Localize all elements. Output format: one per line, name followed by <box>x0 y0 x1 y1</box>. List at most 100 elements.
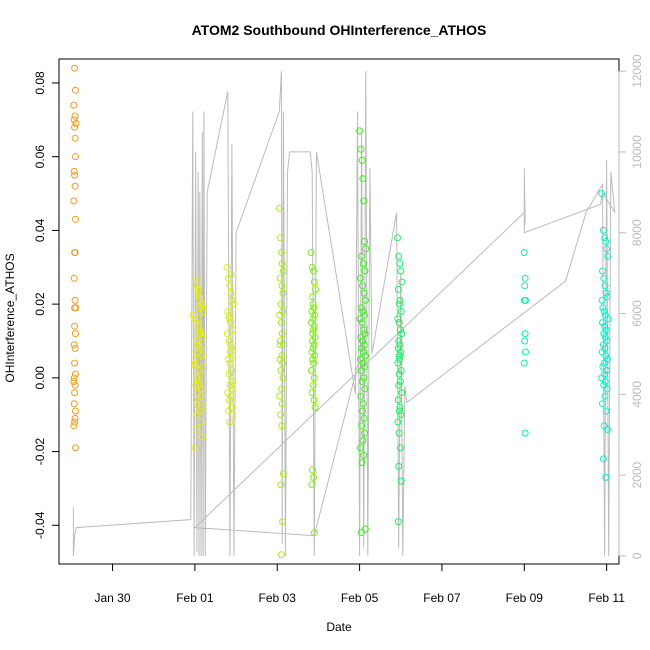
data-point-leg2 <box>192 319 200 327</box>
data-point-leg6 <box>356 127 364 135</box>
data-point-leg6 <box>361 352 369 360</box>
y2-tick-label: 12000 <box>630 54 644 88</box>
data-point-leg3 <box>226 359 234 367</box>
data-point-leg2 <box>195 396 203 404</box>
data-point-leg9 <box>601 392 609 400</box>
data-point-leg9 <box>600 330 608 338</box>
data-point-leg2 <box>193 337 200 345</box>
data-point-leg7 <box>394 234 401 242</box>
data-point-leg1 <box>71 418 79 426</box>
data-point-leg4 <box>277 551 285 559</box>
data-point-leg5 <box>309 315 317 323</box>
data-point-leg2 <box>195 293 203 301</box>
data-point-leg4 <box>279 289 287 297</box>
data-point-leg4 <box>279 374 287 382</box>
data-point-leg9 <box>601 322 609 330</box>
data-point-leg7 <box>395 319 403 327</box>
data-point-leg1 <box>70 422 78 430</box>
data-point-leg4 <box>277 367 285 374</box>
data-point-leg4 <box>278 260 286 268</box>
data-point-leg6 <box>357 529 365 537</box>
data-point-leg6 <box>358 459 366 467</box>
data-point-leg8 <box>520 296 528 304</box>
data-point-leg3 <box>228 326 236 334</box>
data-point-leg5 <box>309 300 317 308</box>
data-point-leg1 <box>70 101 78 109</box>
data-point-leg7 <box>398 389 406 397</box>
data-point-leg6 <box>359 308 367 315</box>
data-point-leg6 <box>360 451 368 459</box>
data-point-leg7 <box>396 407 403 415</box>
data-point-leg2 <box>191 444 199 452</box>
data-point-leg1 <box>72 444 79 452</box>
data-point-leg9 <box>603 293 611 301</box>
data-point-leg6 <box>360 289 368 297</box>
data-point-leg2 <box>196 296 204 304</box>
data-point-leg9 <box>598 348 606 356</box>
data-point-leg4 <box>279 518 287 526</box>
data-point-leg1 <box>71 134 79 142</box>
y2-tick-label: 6000 <box>630 300 644 327</box>
data-point-leg5 <box>310 359 317 367</box>
data-point-leg7 <box>397 477 405 485</box>
data-point-leg4 <box>277 481 285 489</box>
data-point-leg9 <box>599 319 606 327</box>
data-point-leg9 <box>602 326 610 334</box>
data-point-leg3 <box>227 319 235 327</box>
data-point-leg1 <box>71 296 79 304</box>
data-point-leg2 <box>195 304 203 312</box>
data-point-leg4 <box>276 274 284 282</box>
data-point-leg1 <box>71 249 79 256</box>
data-point-leg2 <box>195 326 203 334</box>
data-point-leg5 <box>308 481 316 489</box>
data-point-leg7 <box>395 429 403 437</box>
data-point-leg5 <box>310 322 318 330</box>
data-point-leg5 <box>307 249 315 256</box>
data-point-leg7 <box>394 285 402 293</box>
x-axis-label: Date <box>326 620 352 634</box>
data-point-leg2 <box>198 304 206 312</box>
data-point-leg7 <box>397 411 405 419</box>
data-point-leg6 <box>359 175 367 183</box>
data-point-leg9 <box>598 296 606 304</box>
data-point-leg2 <box>193 348 201 356</box>
data-point-leg1 <box>71 182 79 190</box>
data-point-leg1 <box>71 322 79 330</box>
data-point-leg9 <box>604 426 611 433</box>
data-point-leg5 <box>311 311 319 319</box>
data-point-leg4 <box>278 422 286 430</box>
data-point-leg3 <box>223 330 231 338</box>
data-point-leg7 <box>396 341 404 349</box>
data-point-leg4 <box>276 392 284 400</box>
data-point-leg2 <box>191 315 199 323</box>
y2-tick-label: 8000 <box>630 219 644 246</box>
data-point-leg9 <box>599 304 607 312</box>
y-axis-label: OHInterference_ATHOS <box>3 253 17 382</box>
data-point-leg5 <box>310 341 318 349</box>
data-point-leg5 <box>310 326 317 334</box>
data-point-leg9 <box>602 473 610 481</box>
data-point-leg1 <box>71 64 79 72</box>
data-point-leg6 <box>359 359 367 367</box>
data-point-leg6 <box>358 422 366 430</box>
y-tick-label: 0.06 <box>33 145 47 169</box>
data-point-leg3 <box>227 289 235 297</box>
secondary-trace-line <box>72 71 616 556</box>
data-point-leg9 <box>601 234 609 242</box>
data-point-leg4 <box>279 470 287 478</box>
x-tick-label: Feb 05 <box>341 591 379 605</box>
x-tick-label: Feb 01 <box>176 591 214 605</box>
data-point-leg9 <box>598 374 606 382</box>
data-point-leg7 <box>396 355 403 363</box>
data-point-leg5 <box>308 263 316 271</box>
data-point-leg5 <box>309 293 317 301</box>
data-point-leg7 <box>396 296 404 304</box>
data-point-leg7 <box>394 518 402 526</box>
data-point-leg2 <box>194 285 202 293</box>
data-point-leg2 <box>195 407 203 415</box>
data-point-leg6 <box>356 315 364 323</box>
data-point-leg6 <box>357 145 365 153</box>
data-point-leg5 <box>311 403 319 411</box>
data-point-leg6 <box>359 260 367 268</box>
data-point-leg9 <box>599 363 607 371</box>
